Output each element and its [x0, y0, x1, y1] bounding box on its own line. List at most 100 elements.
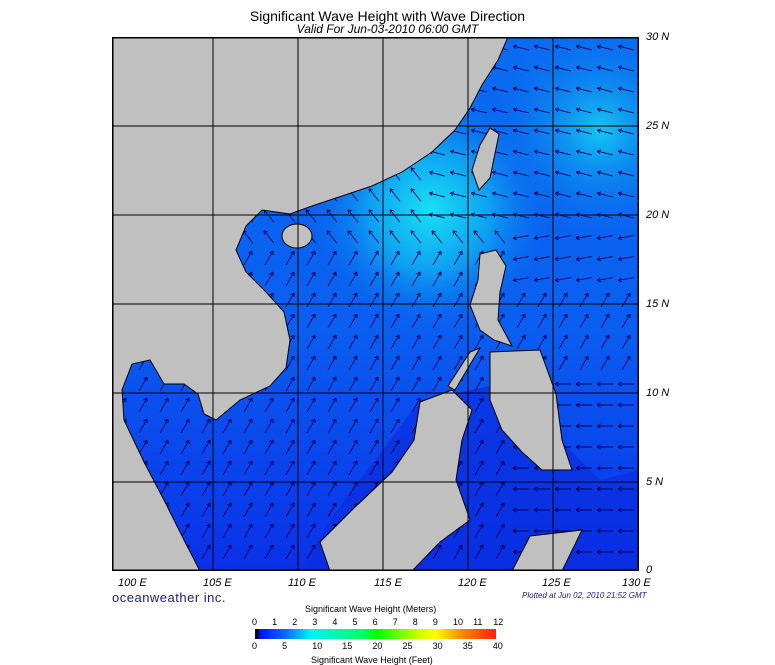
wave-arrow: [575, 423, 592, 429]
wave-arrow: [512, 44, 529, 51]
wave-arrow: [159, 460, 169, 476]
wave-arrow: [432, 292, 442, 308]
oceanweather-logo: oceanweather inc.: [112, 590, 227, 605]
wave-arrow: [558, 292, 568, 308]
wave-arrow: [533, 65, 550, 72]
wave-arrow: [494, 230, 506, 244]
wave-arrow: [264, 397, 274, 413]
wave-arrow: [369, 460, 379, 476]
palawan: [447, 346, 482, 391]
wave-arrow: [306, 292, 316, 308]
lat-label: 20 N: [646, 209, 670, 221]
lon-label: 100 E: [118, 577, 147, 589]
wave-arrow: [554, 65, 571, 72]
wave-arrow: [449, 191, 466, 198]
wave-arrow: [390, 397, 400, 413]
wave-arrow: [243, 460, 253, 476]
wave-arrow: [327, 376, 337, 392]
luzon: [469, 249, 514, 347]
wave-arrow: [390, 271, 400, 287]
wave-arrow: [473, 230, 485, 244]
wave-arrow: [575, 507, 592, 513]
meter-tick: 6: [372, 617, 378, 627]
lat-label: 5 N: [646, 476, 664, 488]
wave-arrow: [222, 460, 232, 476]
feet-tick: 40: [492, 641, 503, 651]
wave-arrow: [617, 277, 634, 283]
wave-arrow: [348, 292, 358, 308]
wave-arrow: [617, 86, 634, 93]
wave-arrow: [575, 277, 592, 283]
wave-arrow: [306, 460, 316, 476]
wave-arrow: [390, 355, 400, 371]
wave-arrow: [306, 313, 316, 329]
feet-tick: 20: [372, 641, 383, 651]
wave-arrow: [264, 271, 274, 287]
feet-tick: 25: [402, 641, 413, 651]
wave-arrow: [389, 209, 401, 223]
wave-arrow: [554, 107, 571, 114]
wave-arrow: [533, 170, 550, 177]
wave-arrow: [369, 397, 379, 413]
wave-arrow: [596, 528, 613, 534]
wave-arrow: [512, 149, 529, 156]
wave-arrow: [138, 418, 148, 434]
wave-arrow: [596, 44, 613, 51]
wave-arrow: [201, 544, 211, 560]
taiwan: [471, 127, 500, 191]
wave-arrow: [512, 65, 529, 72]
wave-arrow: [431, 230, 443, 244]
feet-tick: 15: [342, 641, 353, 651]
wave-arrow: [491, 107, 508, 114]
wave-arrow: [596, 486, 613, 492]
wave-arrow: [495, 460, 505, 476]
wave-arrow: [617, 44, 634, 51]
wave-arrow: [390, 250, 400, 266]
wave-arrow: [474, 439, 484, 455]
wave-arrow: [596, 507, 613, 513]
wave-arrow: [575, 107, 592, 114]
wave-arrow: [453, 250, 463, 266]
wave-arrow: [411, 292, 421, 308]
wave-arrow: [159, 439, 169, 455]
wave-arrow: [449, 149, 466, 156]
wave-arrow: [243, 544, 253, 560]
wave-arrow: [410, 188, 422, 202]
wave-arrow: [600, 313, 610, 329]
wave-arrow: [596, 170, 613, 177]
wave-arrow: [243, 439, 253, 455]
plotted-timestamp: Plotted at Jun 02, 2010 21:52 GMT: [522, 591, 647, 600]
wave-arrow: [347, 209, 359, 223]
wave-arrow: [347, 230, 359, 244]
wave-arrow: [285, 460, 295, 476]
wave-arrow: [264, 250, 274, 266]
wave-arrow: [222, 439, 232, 455]
wave-arrow: [432, 250, 442, 266]
feet-tick: 0: [252, 641, 258, 651]
lon-label: 120 E: [458, 577, 487, 589]
meter-tick: 4: [332, 617, 338, 627]
lon-label: 110 E: [288, 577, 316, 589]
wave-arrow: [596, 235, 613, 241]
wave-arrow: [222, 418, 232, 434]
wave-arrow: [512, 191, 529, 198]
wave-arrow: [327, 502, 337, 518]
wave-arrow: [327, 271, 337, 287]
wave-arrow: [474, 334, 484, 350]
meter-tick: 9: [432, 617, 438, 627]
wave-arrow: [474, 502, 484, 518]
meter-tick: 11: [473, 617, 483, 627]
wave-arrow: [306, 376, 316, 392]
wave-arrow: [579, 313, 589, 329]
wave-arrow: [575, 44, 592, 51]
wave-arrow: [369, 376, 379, 392]
borneo: [319, 389, 473, 571]
wave-arrow: [575, 465, 592, 471]
wave-arrow: [596, 191, 613, 198]
wave-arrow: [264, 544, 274, 560]
wave-arrow: [470, 191, 487, 198]
wave-arrow: [495, 502, 505, 518]
map-subtitle: Valid For Jun-03-2010 06:00 GMT: [296, 22, 479, 36]
wave-arrow: [617, 528, 634, 534]
wave-arrow: [495, 523, 505, 539]
